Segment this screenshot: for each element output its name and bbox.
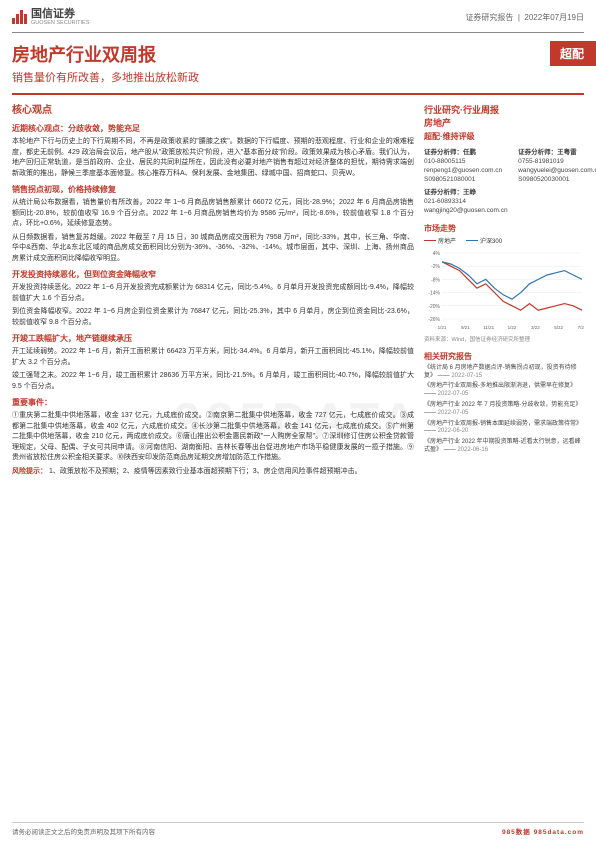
svg-text:1/22: 1/22 [508,325,517,330]
legend-item-0: 房地产 [424,236,456,245]
svg-text:4%: 4% [433,251,441,257]
section-2-heading: 销售拐点初现，价格持续修复 [12,184,414,196]
analyst-block: 证券分析师：任鹏 010-88005115 renpeng1@guosen.co… [424,148,584,215]
report-item: 《房地产行业双周报-多地推出限渐消退，供需早在修复》 —— 2022-07-05 [424,383,584,399]
svg-text:1/21: 1/21 [438,325,447,330]
footer-brand: 985数据 985data.com [502,826,584,836]
category-2: 房地产 [424,116,584,129]
rating-text: 超配·维持评级 [424,131,584,142]
related-reports-heading: 相关研究报告 [424,351,584,362]
report-item: 《房地产行业双周报-销售本面延续弱势，需求端政策待常》 —— 2022-06-2… [424,421,584,437]
market-chart: -26% -20% -14% -8% -2% 4% 1/21 9/21 11/21 1/22 3/2… [424,251,584,331]
legend-item-1: 沪深300 [466,236,502,245]
related-reports-list: 《统计局 6 月房地产数据点评-销售拐点初现，投资有待修复》 —— 2022-0… [424,365,584,455]
company-name-en: GUOSEN SECURITIES [31,20,89,26]
chart-legend: 房地产 沪深300 [424,234,584,247]
rating-tag: 超配 [550,41,596,66]
section-5-heading: 重要事件： [12,397,414,409]
footer: 请务必阅读正文之后的免责声明及其项下所有内容 985数据 985data.com [12,822,584,836]
title-block: 房地产行业双周报 销售量价有所改善，多地推出放松新政 超配 [0,33,596,87]
report-title: 房地产行业双周报 [12,41,550,67]
svg-text:-20%: -20% [428,304,440,310]
doc-date: 2022年07月19日 [524,13,584,22]
svg-text:-8%: -8% [431,277,440,283]
chart-source: 资料来源：Wind，国信证券经济研究所整理 [424,335,584,343]
section-4-p1: 开工延续弱势。2022 年 1~6 月，新开工面积累计 66423 万平方米，同… [12,347,414,368]
svg-text:7/22: 7/22 [578,325,584,330]
company-name-cn: 国信证券 [31,8,89,20]
analyst-1: 证券分析师：王粤雷 0755-81981019 wangyuelei@guose… [518,148,596,184]
doc-type: 证券研究报告 [465,13,513,22]
svg-text:-14%: -14% [428,290,440,296]
svg-text:3/22: 3/22 [531,325,540,330]
header-meta: 证券研究报告 | 2022年07月19日 [465,12,584,23]
footer-disclaimer: 请务必阅读正文之后的免责声明及其项下所有内容 [12,826,155,836]
analyst-0: 证券分析师：任鹏 010-88005115 renpeng1@guosen.co… [424,148,502,184]
section-1-heading: 近期核心观点：分歧收敛，势能充足 [12,123,414,135]
section-5-body: ①重庆第二批集中供地落幕，收金 137 亿元，九成底价成交。②南京第二批集中供地… [12,411,414,464]
svg-text:-26%: -26% [428,317,440,323]
section-3-p1: 开发投资持续恶化。2022 年 1~6 月开发投资完成额累计为 68314 亿元… [12,283,414,304]
header: 国信证券 GUOSEN SECURITIES 证券研究报告 | 2022年07月… [0,0,596,30]
logo: 国信证券 GUOSEN SECURITIES [12,8,89,26]
section-4-heading: 开竣工跌幅扩大，地产链继续承压 [12,333,414,345]
section-1-body: 本轮地产下行与历史上的下行周期不同，不再是政策收紧的"腰膝之疾"。数据的下行幅度… [12,137,414,179]
svg-text:11/21: 11/21 [483,325,494,330]
report-item: 《房地产行业 2022 年中期投资策略-近看太行锐意，远看峰式盈》 —— 202… [424,439,584,455]
report-item: 《房地产行业 2022 年 7 月投资策略-分歧收敛，势能充足》 —— 2022… [424,402,584,418]
section-4-p2: 竣工强弩之末。2022 年 1~6 月，竣工面积累计 28636 万平方米，同比… [12,371,414,392]
svg-text:-2%: -2% [431,264,440,270]
core-view-heading: 核心观点 [12,103,414,118]
svg-text:5/22: 5/22 [554,325,563,330]
sidebar: 行业研究·行业周报 房地产 超配·维持评级 证券分析师：任鹏 010-88005… [424,103,584,480]
svg-text:9/21: 9/21 [461,325,470,330]
logo-icon [12,10,27,24]
section-2-p1: 从统计局公布数据看，销售量价有所改善。2022 年 1~6 月商品房销售额累计 … [12,198,414,230]
report-subtitle: 销售量价有所改善，多地推出放松新政 [12,69,550,85]
risk-body: 1、政策放松不及预期；2、疫情等因素致行业基本面超预期下行；3、房企信用风险事件… [49,468,362,475]
chart-heading: 市场走势 [424,223,584,234]
section-3-p2: 到位资金降幅收窄。2022 年 1~6 月房企到位资金累计为 76847 亿元，… [12,307,414,328]
section-2-p2: 从日频数据看，销售复苏趋缓。2022 年截至 7 月 15 日，30 城商品房成… [12,233,414,265]
risk-heading: 风险提示： [12,468,47,475]
report-item: 《统计局 6 月房地产数据点评-销售拐点初现，投资有待修复》 —— 2022-0… [424,365,584,381]
main-content: 核心观点 近期核心观点：分歧收敛，势能充足 本轮地产下行与历史上的下行周期不同，… [12,103,414,480]
category-1: 行业研究·行业周报 [424,103,584,116]
section-3-heading: 开发投资持续恶化，但到位资金降幅收窄 [12,269,414,281]
analyst-2: 证券分析师：王峥 021-60893314 wangjing20@guosen.… [424,188,584,215]
risk-block: 风险提示： 1、政策放松不及预期；2、疫情等因素致行业基本面超预期下行；3、房企… [12,467,414,478]
